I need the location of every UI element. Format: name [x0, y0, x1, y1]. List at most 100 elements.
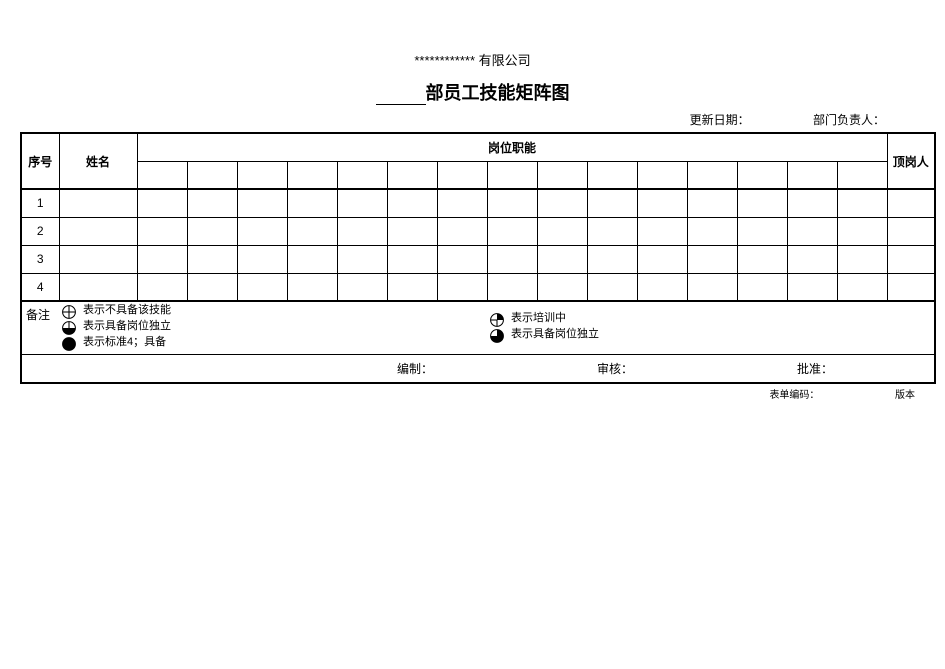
substitute-cell	[887, 273, 935, 301]
legend-item: 表示具备岗位独立	[61, 320, 485, 336]
skill-cell	[487, 217, 537, 245]
legend-text: 表示具备岗位独立	[83, 320, 171, 332]
meta-row: 更新日期： 部门负责人：	[20, 109, 925, 132]
skill-cell	[787, 273, 837, 301]
dept-owner-label: 部门负责人：	[813, 111, 885, 128]
footer-spacer	[21, 355, 337, 383]
skill-cell	[237, 273, 287, 301]
skill-cell	[837, 245, 887, 273]
skill-cell	[387, 245, 437, 273]
page: ************ 有限公司 部员工技能矩阵图 更新日期： 部门负责人： …	[0, 0, 945, 401]
skill-cell	[337, 189, 387, 217]
company-name: ************ 有限公司	[20, 50, 925, 69]
skill-cell	[387, 217, 437, 245]
skill-cell	[637, 217, 687, 245]
skill-cell	[187, 245, 237, 273]
review-value	[637, 355, 737, 383]
skill-cell	[137, 189, 187, 217]
harvey-1-icon	[489, 312, 505, 328]
skill-cell	[337, 217, 387, 245]
legend-text: 表示具备岗位独立	[511, 328, 599, 340]
substitute-cell	[887, 189, 935, 217]
substitute-cell	[887, 217, 935, 245]
skill-cell	[387, 273, 437, 301]
skill-cell	[587, 245, 637, 273]
skill-cell	[237, 217, 287, 245]
skill-col	[587, 161, 637, 189]
table-subheader-row	[21, 161, 935, 189]
skill-col	[737, 161, 787, 189]
legend-right: 表示培训中 表示具备岗位独立	[487, 301, 935, 355]
col-substitute: 顶岗人	[887, 133, 935, 189]
skill-cell	[537, 189, 587, 217]
skill-cell	[587, 273, 637, 301]
legend-text: 表示不具备该技能	[83, 304, 171, 316]
page-title: 部员工技能矩阵图	[20, 79, 925, 105]
skill-col	[787, 161, 837, 189]
legend-left: 表示不具备该技能 表示具备岗位独立 表示标准4；具备	[59, 301, 487, 355]
below-note: 表单编码： 版本	[20, 384, 925, 401]
skill-cell	[137, 273, 187, 301]
skill-col	[687, 161, 737, 189]
skill-cell	[587, 189, 637, 217]
table-row: 4	[21, 273, 935, 301]
skill-cell	[737, 273, 787, 301]
skill-cell	[687, 245, 737, 273]
skill-cell	[537, 217, 587, 245]
skill-cell	[837, 217, 887, 245]
skill-col	[287, 161, 337, 189]
skill-col	[187, 161, 237, 189]
skill-cell	[787, 245, 837, 273]
skill-cell	[537, 273, 587, 301]
skill-cell	[837, 189, 887, 217]
remarks-label: 备注	[21, 301, 59, 355]
skill-matrix-table: 序号 姓名 岗位职能 顶岗人 1	[20, 132, 936, 384]
name-cell	[59, 217, 137, 245]
skill-cell	[137, 245, 187, 273]
compile-label: 编制：	[337, 355, 437, 383]
compile-value	[437, 355, 537, 383]
harvey-2-bottom-icon	[61, 320, 77, 336]
skill-col	[837, 161, 887, 189]
skill-cell	[737, 189, 787, 217]
seq-cell: 1	[21, 189, 59, 217]
skill-cell	[737, 245, 787, 273]
skill-cell	[687, 217, 737, 245]
skill-cell	[687, 189, 737, 217]
skill-cell	[487, 273, 537, 301]
skill-col	[437, 161, 487, 189]
seq-cell: 4	[21, 273, 59, 301]
version-label: 版本	[895, 386, 915, 401]
col-seq: 序号	[21, 133, 59, 189]
skill-cell	[787, 189, 837, 217]
skill-cell	[137, 217, 187, 245]
seq-cell: 2	[21, 217, 59, 245]
skill-cell	[237, 245, 287, 273]
table-row: 3	[21, 245, 935, 273]
skill-cell	[637, 245, 687, 273]
harvey-0-icon	[61, 304, 77, 320]
skill-cell	[637, 273, 687, 301]
update-date-label: 更新日期：	[690, 111, 750, 128]
skill-col	[537, 161, 587, 189]
skill-cell	[187, 273, 237, 301]
legend-text: 表示培训中	[511, 312, 566, 324]
skill-cell	[687, 273, 737, 301]
col-skills: 岗位职能	[137, 133, 887, 161]
skill-col	[487, 161, 537, 189]
approve-value	[837, 355, 935, 383]
skill-col	[387, 161, 437, 189]
skill-cell	[587, 217, 637, 245]
legend-item: 表示不具备该技能	[61, 304, 485, 320]
skill-cell	[337, 273, 387, 301]
skill-cell	[637, 189, 687, 217]
col-name: 姓名	[59, 133, 137, 189]
name-cell	[59, 245, 137, 273]
remarks-row: 备注 表示不具备该技能 表示具备岗位独立	[21, 301, 935, 355]
table-row: 1	[21, 189, 935, 217]
skill-cell	[187, 189, 237, 217]
title-blank	[376, 104, 426, 105]
skill-cell	[287, 273, 337, 301]
skill-cell	[287, 245, 337, 273]
substitute-cell	[887, 245, 935, 273]
